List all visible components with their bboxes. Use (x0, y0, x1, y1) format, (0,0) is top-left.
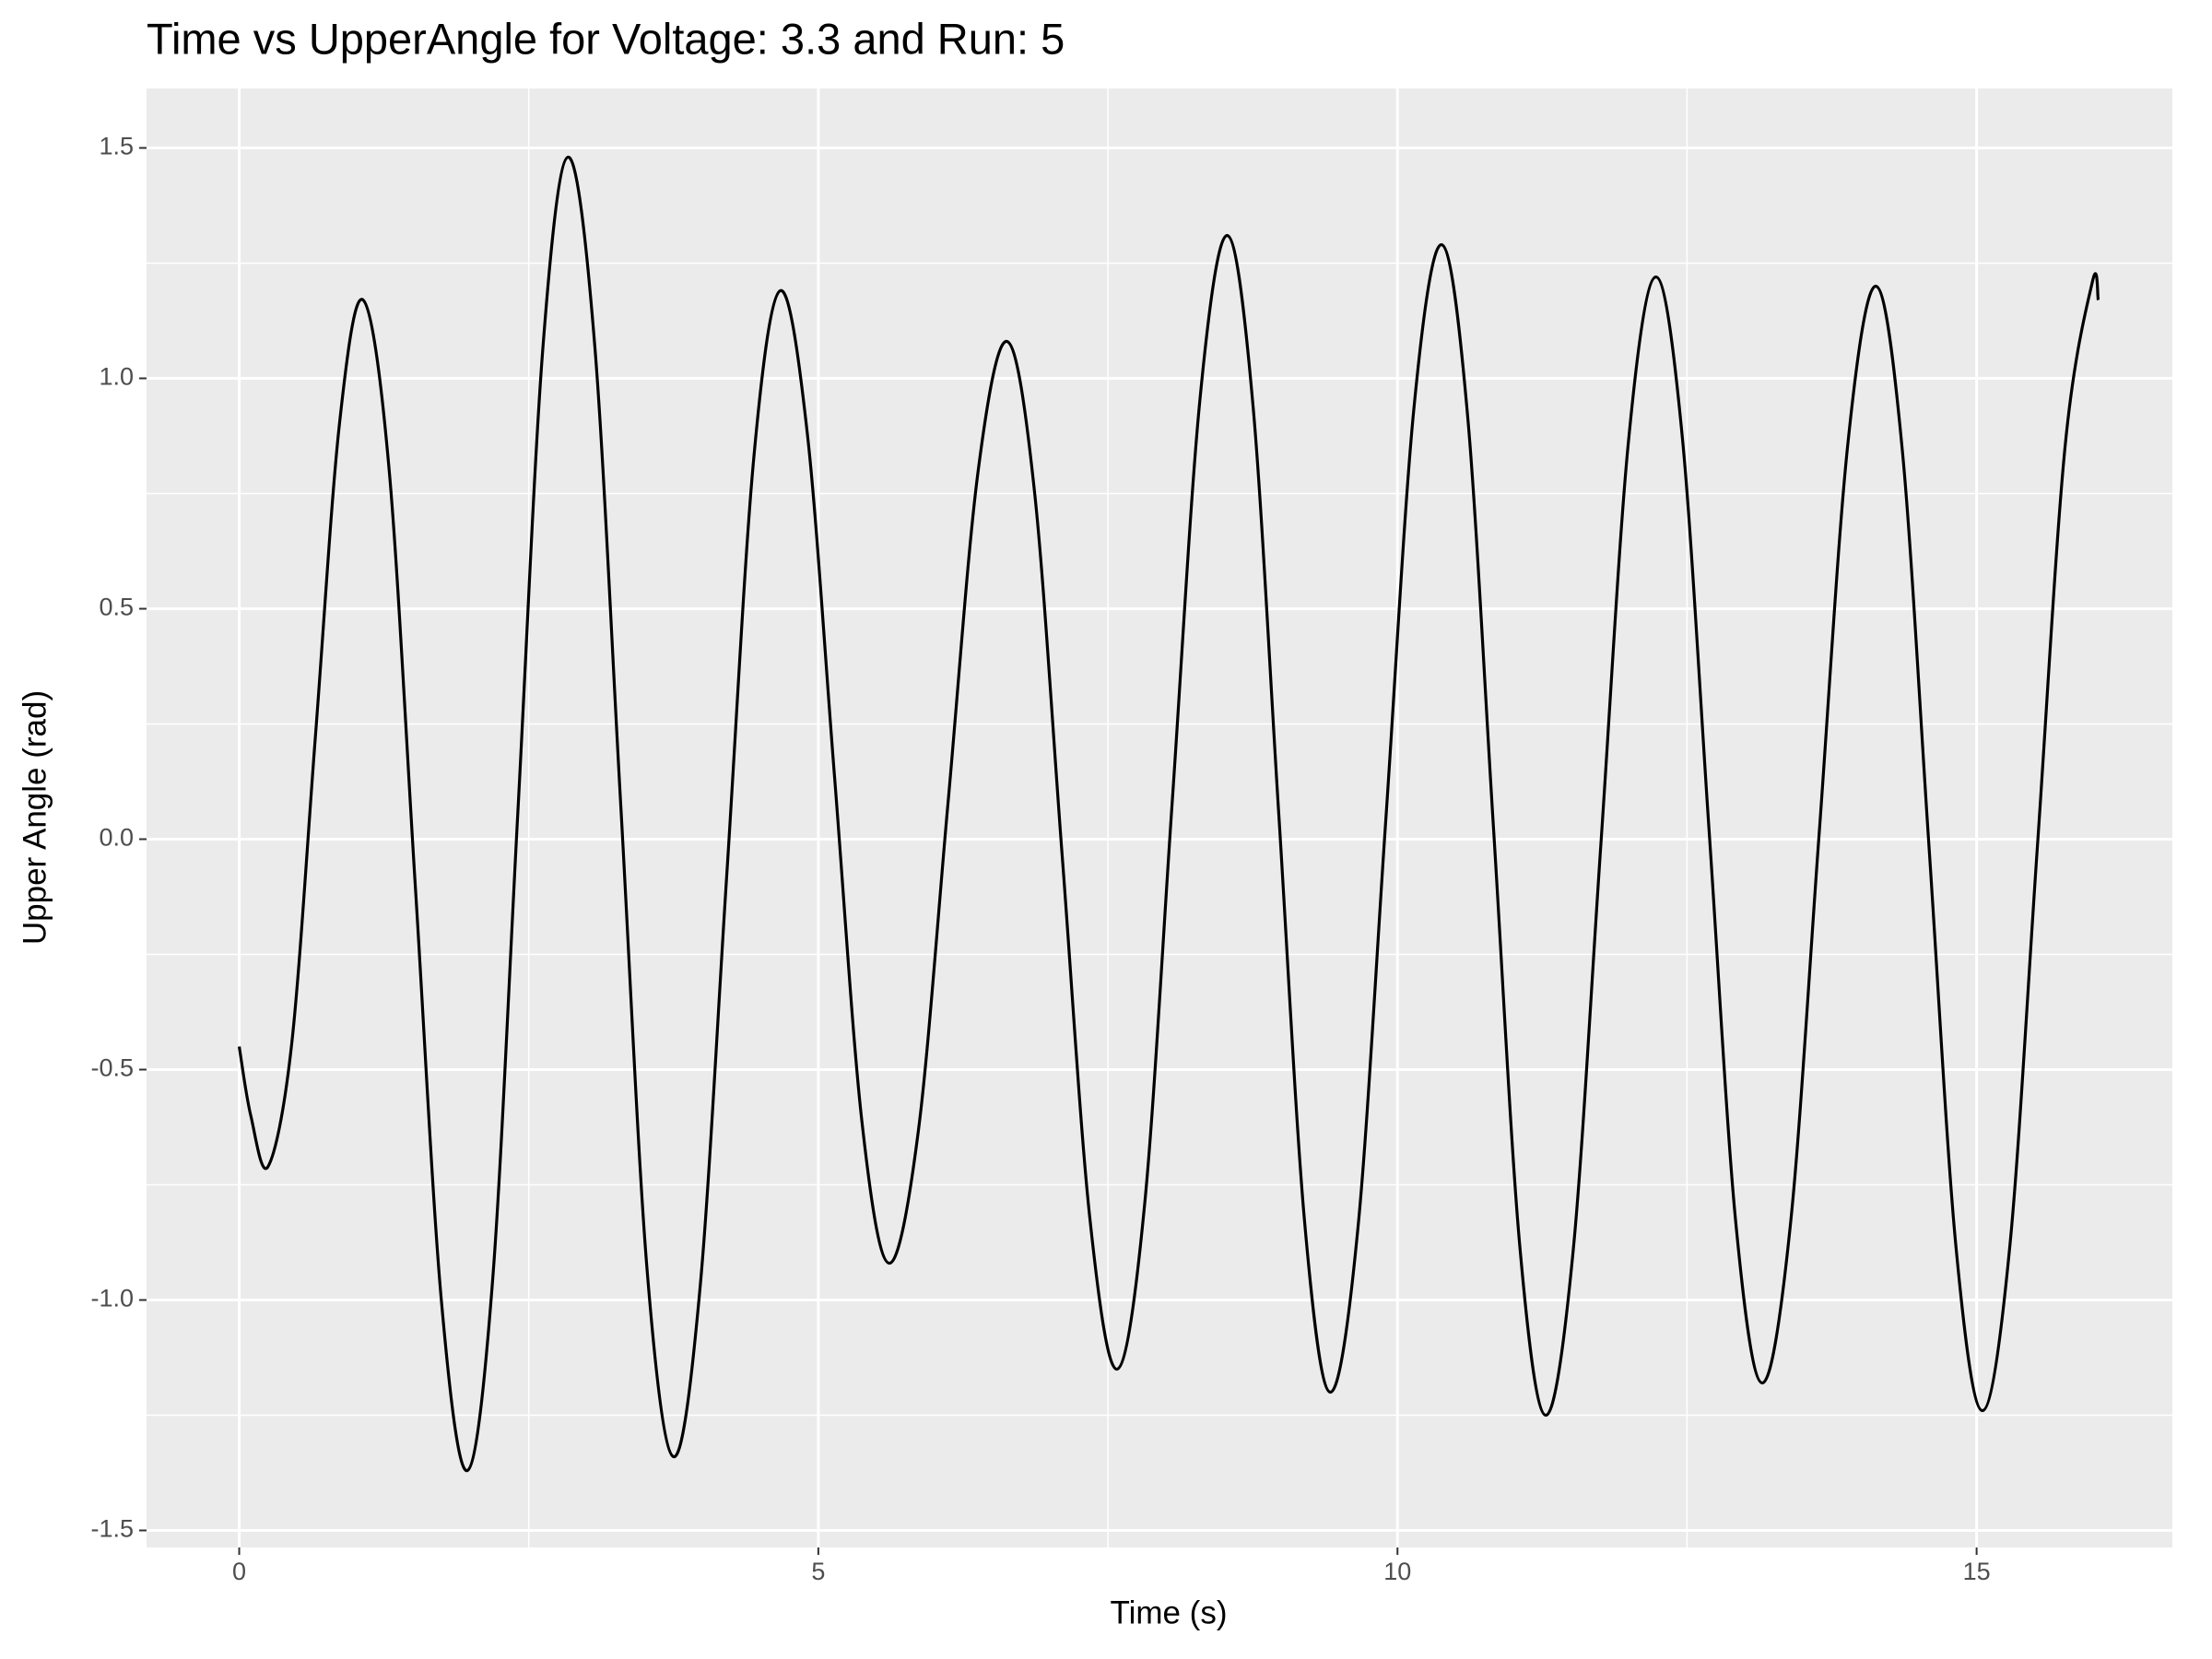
plot-panel (147, 88, 2172, 1547)
y-tick-label: -0.5 (90, 1054, 134, 1082)
y-tick-label: 0.5 (99, 594, 134, 621)
x-tick-label: 15 (1963, 1558, 1991, 1585)
y-tick-label: -1.5 (90, 1515, 134, 1543)
x-tick-label: 0 (232, 1558, 246, 1585)
chart-title: Time vs UpperAngle for Voltage: 3.3 and … (147, 14, 1065, 63)
data-line (237, 155, 2100, 1473)
y-tick-label: 1.5 (99, 133, 134, 160)
y-tick-label: 0.0 (99, 824, 134, 852)
x-tick-label: 10 (1383, 1558, 1411, 1585)
y-axis-title: Upper Angle (rad) (17, 690, 53, 945)
x-axis-title: Time (s) (1110, 1594, 1227, 1630)
y-tick-label: -1.0 (90, 1285, 134, 1312)
y-tick-label: 1.0 (99, 363, 134, 391)
x-tick-label: 5 (811, 1558, 825, 1585)
